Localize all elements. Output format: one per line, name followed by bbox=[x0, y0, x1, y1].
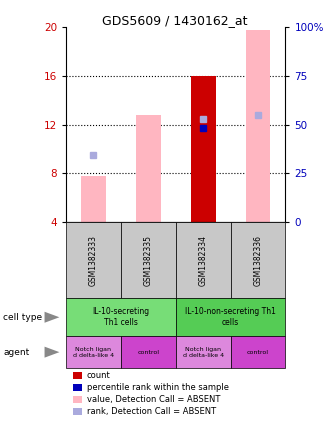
Text: Notch ligan
d delta-like 4: Notch ligan d delta-like 4 bbox=[182, 347, 224, 357]
Text: GSM1382336: GSM1382336 bbox=[253, 235, 263, 286]
Bar bbox=[81, 176, 106, 222]
Text: GSM1382333: GSM1382333 bbox=[89, 235, 98, 286]
Text: value, Detection Call = ABSENT: value, Detection Call = ABSENT bbox=[87, 395, 220, 404]
Text: Notch ligan
d delta-like 4: Notch ligan d delta-like 4 bbox=[73, 347, 114, 357]
Text: GDS5609 / 1430162_at: GDS5609 / 1430162_at bbox=[102, 14, 248, 27]
Text: IL-10-non-secreting Th1
cells: IL-10-non-secreting Th1 cells bbox=[185, 307, 276, 327]
Text: IL-10-secreting
Th1 cells: IL-10-secreting Th1 cells bbox=[92, 307, 149, 327]
Text: count: count bbox=[87, 371, 111, 380]
Text: rank, Detection Call = ABSENT: rank, Detection Call = ABSENT bbox=[87, 407, 216, 416]
Text: GSM1382335: GSM1382335 bbox=[144, 235, 153, 286]
Text: cell type: cell type bbox=[3, 313, 43, 322]
Text: control: control bbox=[137, 350, 159, 354]
Bar bbox=[246, 30, 270, 222]
Bar bbox=[191, 76, 215, 222]
Text: GSM1382334: GSM1382334 bbox=[199, 235, 208, 286]
Text: control: control bbox=[247, 350, 269, 354]
Text: percentile rank within the sample: percentile rank within the sample bbox=[87, 383, 229, 392]
Text: agent: agent bbox=[3, 348, 30, 357]
Bar bbox=[136, 115, 161, 222]
